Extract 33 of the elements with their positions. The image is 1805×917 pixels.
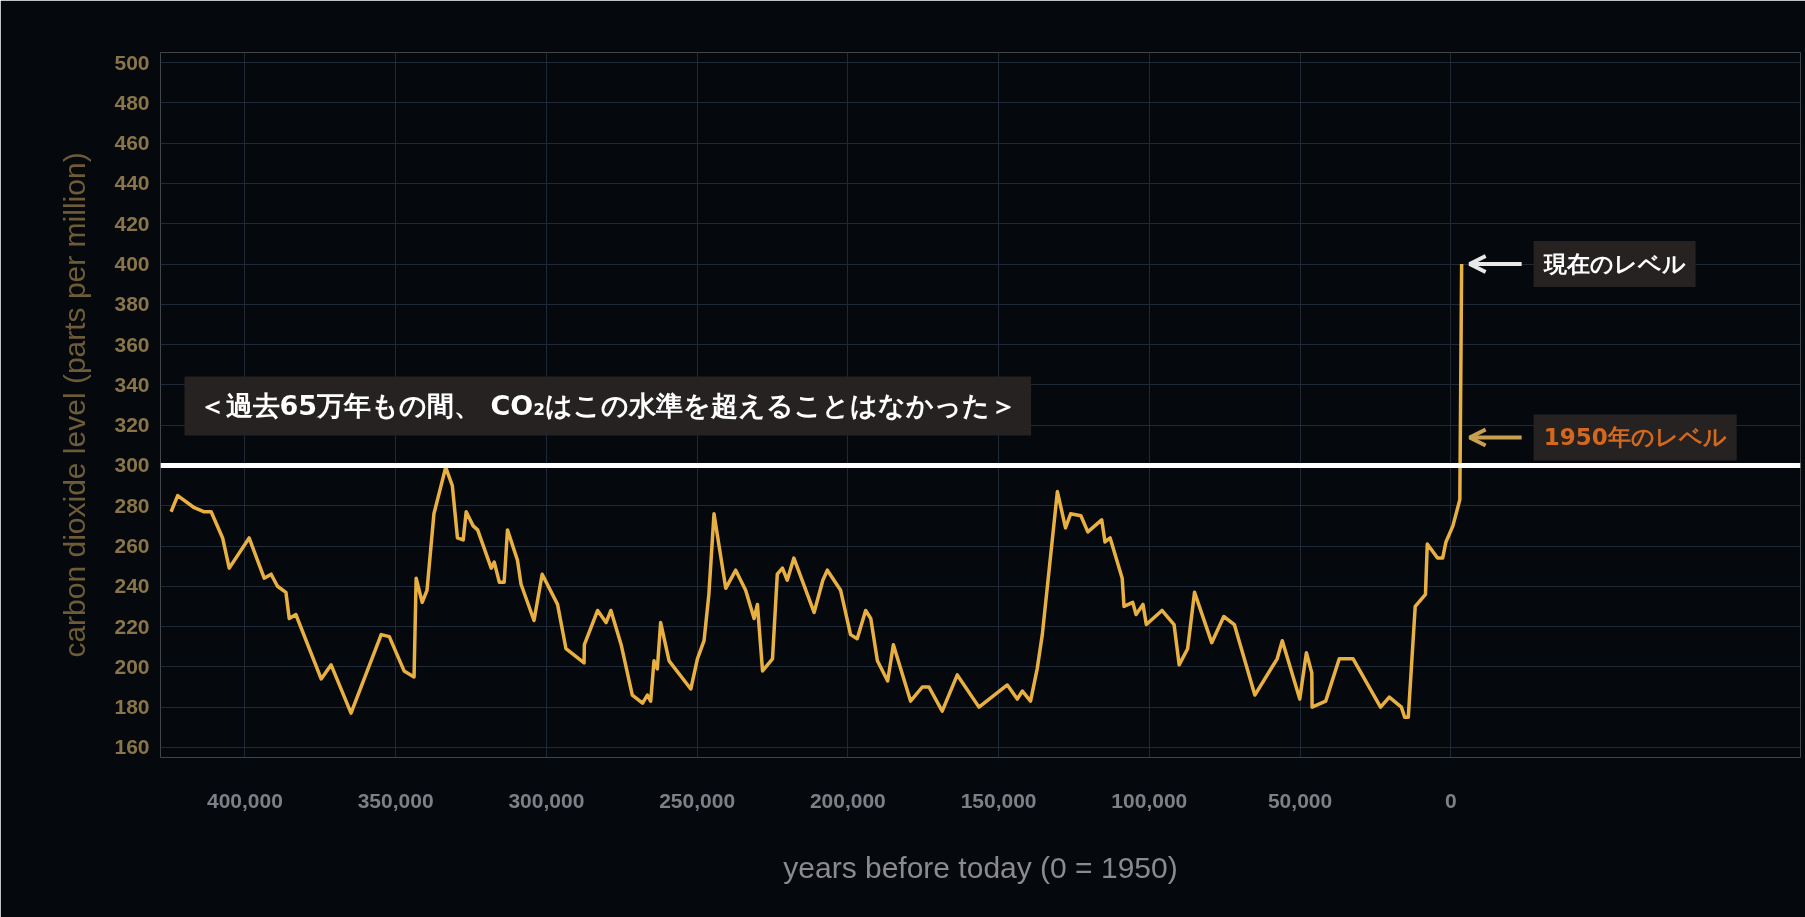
line-series [169,262,1464,719]
y-tick-label: 460 [114,131,150,155]
x-tick-label: 200,000 [809,788,886,812]
y-tick-label: 500 [114,50,150,74]
y-tick-label: 420 [114,211,150,235]
y-tick-label: 160 [114,735,150,759]
y-tick-label: 380 [114,292,150,316]
x-tick-label: 300,000 [508,788,585,812]
x-tick-label: 50,000 [1267,788,1333,812]
x-tick-label: 400,000 [206,788,283,812]
annotation: 1950年のレベル [1543,424,1727,451]
y-tick-label: 240 [114,574,150,598]
y-tick-label: 340 [114,372,150,396]
y-tick-label: 260 [114,534,150,557]
x-tick-label: 100,000 [1111,788,1188,812]
y-tick-label: 360 [114,332,150,356]
x-tick-label: 150,000 [960,788,1037,812]
y-tick-label: 280 [114,493,150,517]
y-tick-label: 200 [114,654,150,678]
y-tick-label: 480 [114,90,150,114]
y-tick-label: 440 [114,171,150,195]
x-tick-label: 250,000 [659,788,736,812]
y-tick-label: 180 [114,695,150,719]
x-tick-label: 350,000 [357,788,434,812]
y-tick-label: 400 [114,252,150,275]
y-axis-title: carbon dioxide level (parts per million) [58,152,92,658]
annotation: 現在のレベル [1542,251,1686,277]
ref-line-label: ＜過去65万年もの間、 CO₂はこの水準を超えることはなかった＞ [198,390,1018,422]
y-tick-label: 300 [114,453,150,477]
y-tick-label: 220 [114,614,150,638]
y-tick-label: 320 [114,413,150,437]
x-axis-title: years before today (0 = 1950) [783,850,1178,884]
x-tick-label: 0 [1444,788,1457,812]
